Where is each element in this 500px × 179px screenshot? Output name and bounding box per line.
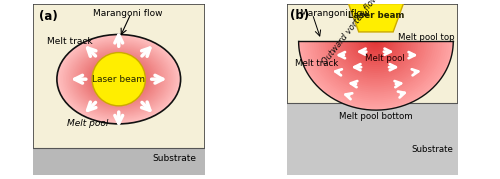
- Text: Laser beam: Laser beam: [92, 75, 145, 84]
- Polygon shape: [354, 41, 398, 61]
- Ellipse shape: [78, 50, 159, 108]
- Ellipse shape: [108, 71, 130, 87]
- Polygon shape: [340, 41, 411, 73]
- Text: (a): (a): [39, 10, 58, 23]
- Text: Melt track: Melt track: [46, 37, 92, 46]
- Ellipse shape: [58, 36, 179, 123]
- Ellipse shape: [63, 39, 174, 119]
- Polygon shape: [312, 41, 440, 98]
- Text: Melt pool top: Melt pool top: [398, 33, 455, 42]
- Ellipse shape: [71, 45, 166, 114]
- Ellipse shape: [110, 72, 128, 86]
- Ellipse shape: [83, 54, 154, 105]
- Ellipse shape: [76, 48, 162, 110]
- Circle shape: [92, 53, 146, 106]
- Ellipse shape: [116, 77, 122, 81]
- Ellipse shape: [74, 47, 164, 112]
- Polygon shape: [310, 41, 442, 100]
- Polygon shape: [334, 41, 418, 79]
- Polygon shape: [336, 41, 415, 77]
- Polygon shape: [330, 41, 422, 83]
- Ellipse shape: [90, 58, 148, 100]
- Text: Substrate: Substrate: [152, 154, 196, 163]
- Ellipse shape: [92, 60, 145, 98]
- Ellipse shape: [80, 51, 158, 107]
- Polygon shape: [301, 41, 451, 108]
- Polygon shape: [367, 41, 385, 49]
- Text: Melt pool: Melt pool: [67, 119, 108, 128]
- Text: Marangoni flow: Marangoni flow: [300, 9, 370, 18]
- Polygon shape: [356, 41, 396, 59]
- Ellipse shape: [91, 59, 146, 99]
- Text: Melt pool: Melt pool: [364, 54, 405, 63]
- Polygon shape: [316, 41, 436, 94]
- Text: Substrate: Substrate: [412, 145, 454, 154]
- Polygon shape: [303, 41, 449, 106]
- Polygon shape: [350, 41, 403, 65]
- Bar: [33, 148, 204, 175]
- Bar: [286, 103, 458, 175]
- Polygon shape: [298, 41, 454, 110]
- Polygon shape: [370, 41, 382, 47]
- Polygon shape: [320, 41, 431, 90]
- Text: Marangoni flow: Marangoni flow: [92, 9, 162, 18]
- Ellipse shape: [97, 64, 140, 95]
- Ellipse shape: [60, 37, 178, 122]
- Ellipse shape: [105, 69, 132, 89]
- Polygon shape: [362, 41, 389, 53]
- Ellipse shape: [100, 66, 138, 93]
- Polygon shape: [338, 41, 413, 75]
- Polygon shape: [318, 41, 434, 92]
- Polygon shape: [345, 41, 407, 69]
- Ellipse shape: [66, 41, 172, 117]
- Ellipse shape: [84, 55, 153, 104]
- Polygon shape: [325, 41, 427, 87]
- Ellipse shape: [114, 76, 124, 83]
- Ellipse shape: [72, 46, 165, 113]
- Polygon shape: [352, 41, 400, 63]
- Ellipse shape: [112, 75, 125, 84]
- Ellipse shape: [86, 56, 151, 103]
- Ellipse shape: [62, 38, 176, 120]
- Text: Outward vortex flow: Outward vortex flow: [321, 0, 380, 66]
- Ellipse shape: [94, 61, 144, 97]
- Polygon shape: [305, 41, 446, 104]
- Text: Melt pool bottom: Melt pool bottom: [339, 112, 412, 122]
- Text: (b): (b): [290, 9, 309, 22]
- Ellipse shape: [106, 70, 131, 88]
- Ellipse shape: [77, 49, 160, 109]
- Ellipse shape: [57, 35, 180, 124]
- Ellipse shape: [82, 52, 156, 106]
- Polygon shape: [348, 4, 404, 32]
- Polygon shape: [308, 41, 444, 102]
- Ellipse shape: [64, 40, 173, 118]
- Polygon shape: [314, 41, 438, 96]
- Polygon shape: [332, 41, 420, 81]
- Ellipse shape: [117, 78, 120, 80]
- Polygon shape: [358, 41, 394, 57]
- Ellipse shape: [104, 68, 134, 90]
- Polygon shape: [365, 41, 387, 51]
- Polygon shape: [374, 41, 378, 43]
- Ellipse shape: [88, 57, 150, 101]
- Ellipse shape: [98, 65, 139, 94]
- Polygon shape: [360, 41, 392, 55]
- Polygon shape: [372, 41, 380, 45]
- Polygon shape: [328, 41, 424, 85]
- Ellipse shape: [70, 43, 168, 115]
- Polygon shape: [323, 41, 429, 89]
- Ellipse shape: [102, 67, 136, 91]
- Text: Melt track: Melt track: [295, 59, 339, 68]
- Text: Laser beam: Laser beam: [348, 11, 404, 20]
- Ellipse shape: [111, 74, 126, 85]
- Ellipse shape: [96, 62, 142, 96]
- Ellipse shape: [68, 42, 170, 116]
- Polygon shape: [343, 41, 409, 71]
- Polygon shape: [347, 41, 405, 67]
